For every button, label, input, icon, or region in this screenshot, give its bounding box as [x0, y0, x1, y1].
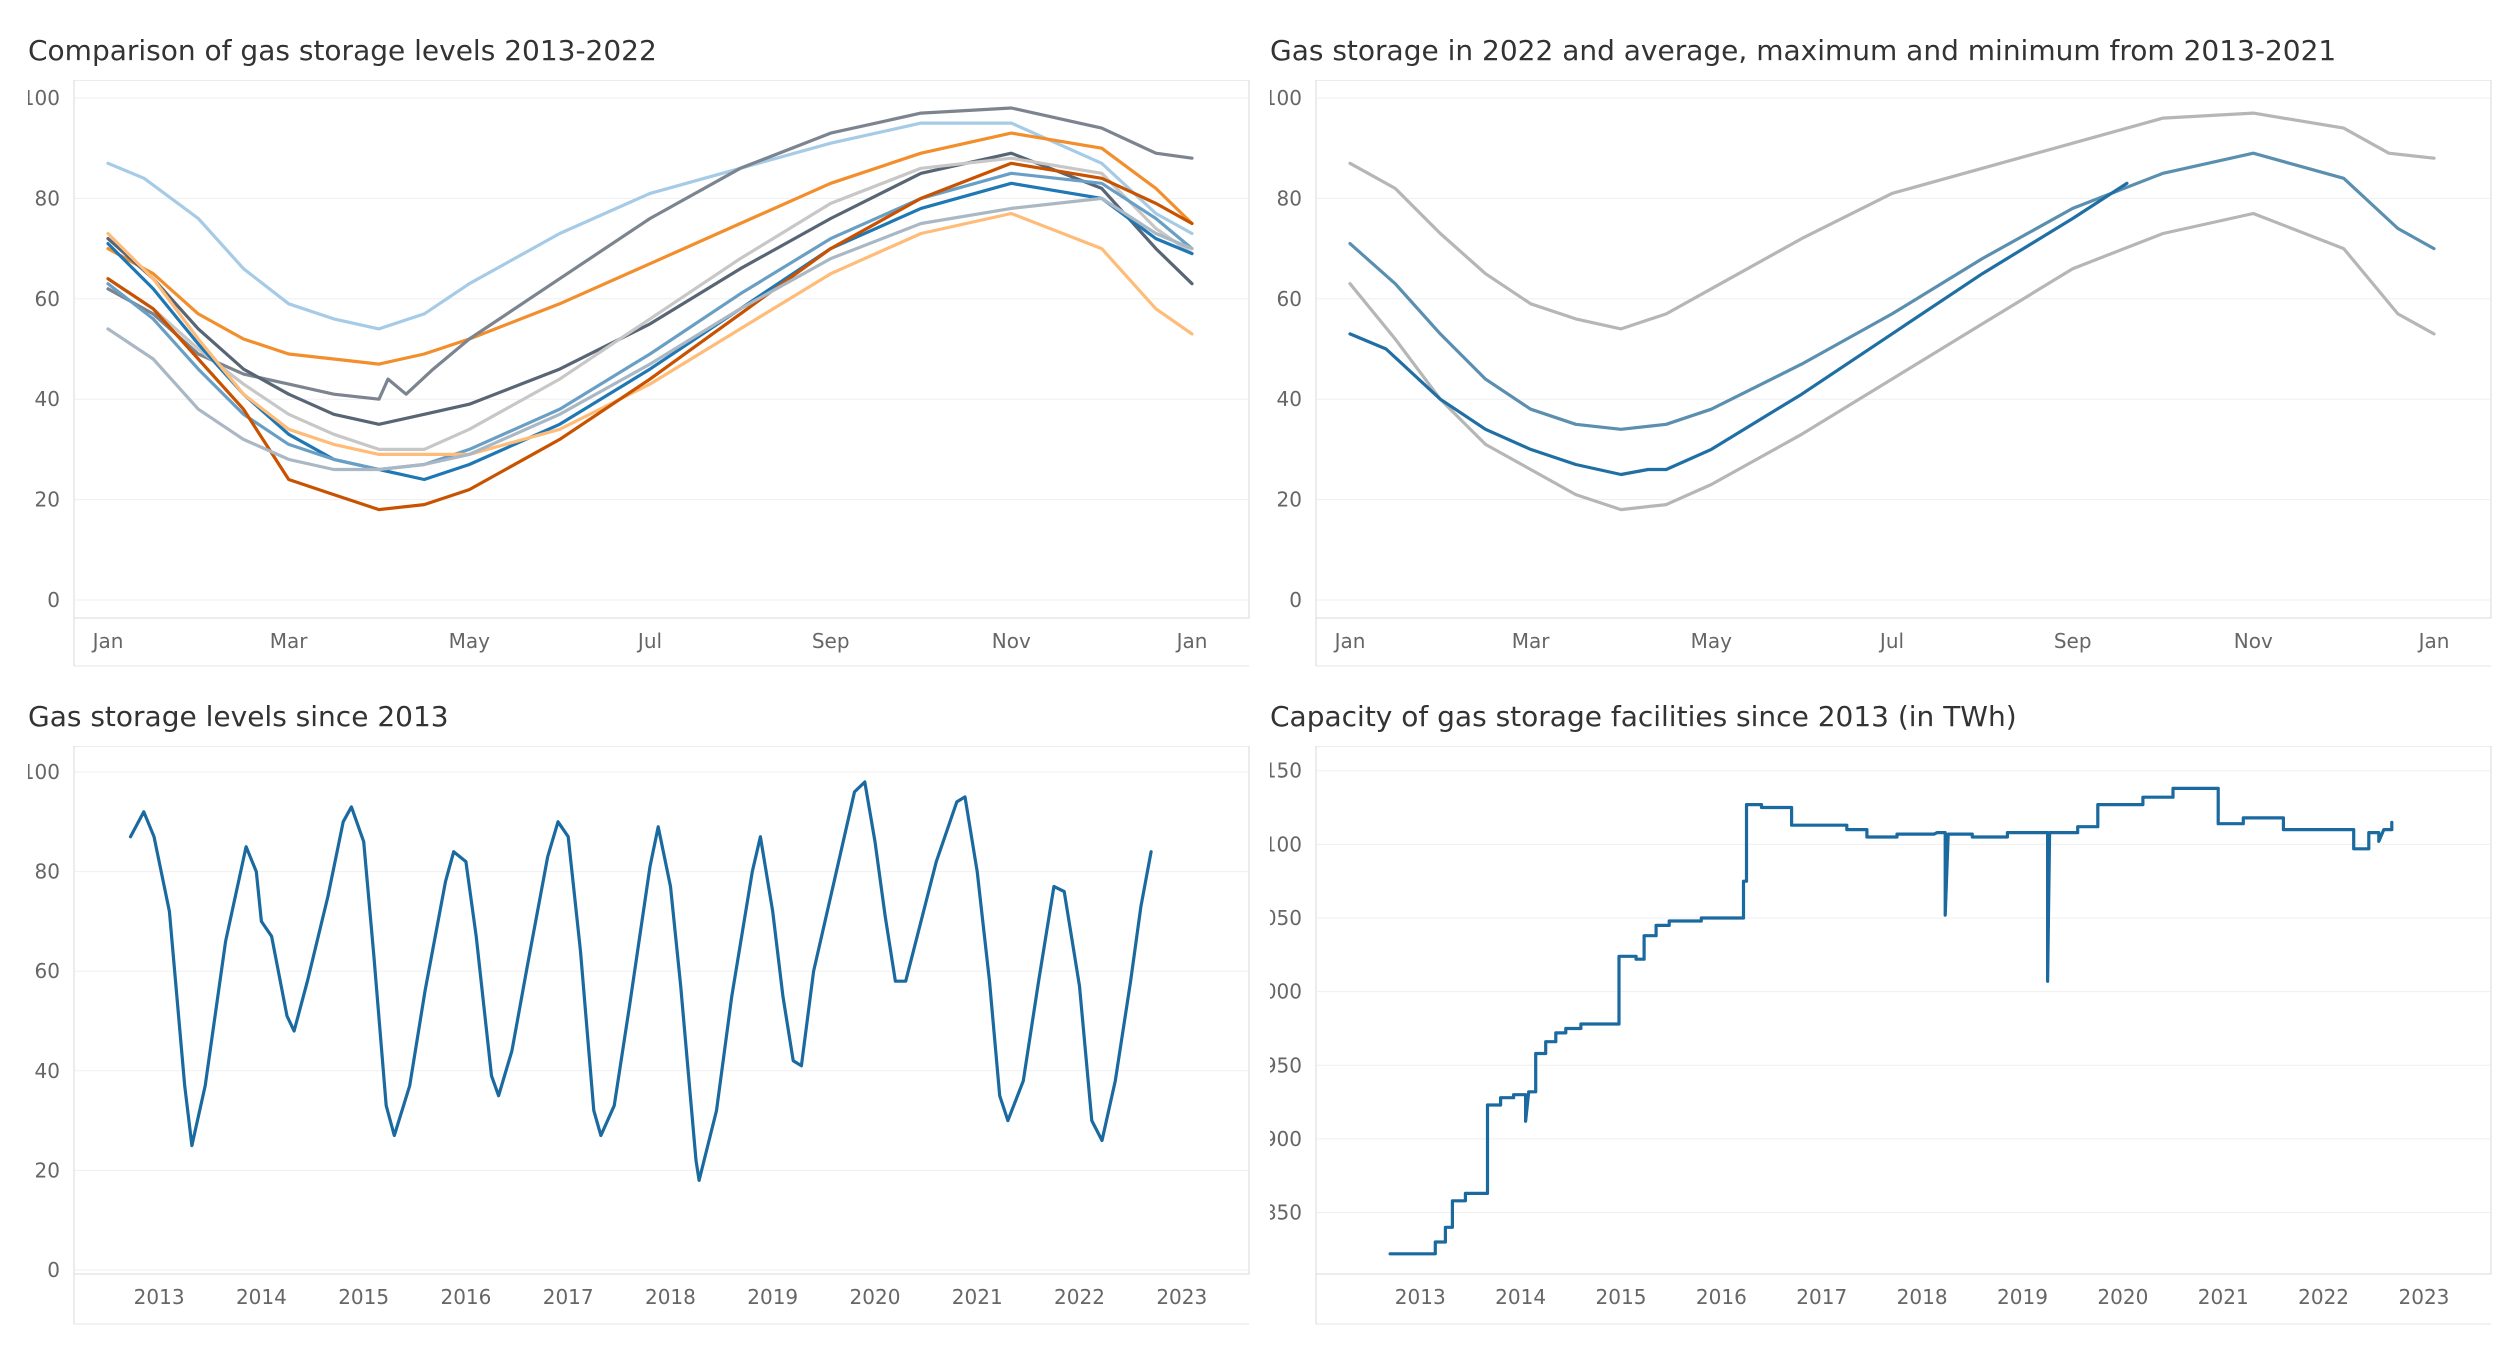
series-line-0 [1348, 111, 2436, 331]
series-line-3 [1348, 181, 2129, 477]
chart-title: Gas storage levels since 2013 [28, 700, 449, 733]
x-tick-label: 2022 [2298, 1285, 2349, 1309]
x-tick-label: 2023 [1156, 1285, 1207, 1309]
y-tick-label: 0 [47, 1258, 60, 1282]
x-tick-label: 2017 [1796, 1285, 1847, 1309]
series-line-0 [106, 121, 1194, 331]
series-line-7 [106, 211, 1194, 456]
y-tick-label: 20 [1277, 488, 1302, 512]
x-tick-label: 2014 [236, 1285, 287, 1309]
chart-panel-2022-vs-range: Gas storage in 2022 and average, maximum… [1270, 34, 2495, 674]
series-line-5 [106, 181, 1194, 482]
y-tick-label: 40 [35, 387, 60, 411]
plot-frame [73, 746, 1250, 1275]
x-tick-label: 2018 [1897, 1285, 1948, 1309]
x-tick-label: 2021 [2198, 1285, 2249, 1309]
x-tick-label: Jan [2417, 629, 2450, 653]
series-line-2 [106, 106, 1194, 401]
y-tick-label: 0 [47, 588, 60, 612]
y-tick-label: 0 [1289, 588, 1302, 612]
x-tick-label: 2019 [1997, 1285, 2048, 1309]
y-tick-label: 100 [28, 86, 60, 110]
x-tick-label: Sep [812, 629, 850, 653]
series-line-1 [1348, 211, 2436, 512]
x-tick-label: Mar [1512, 629, 1551, 653]
x-tick-label: 2020 [850, 1285, 901, 1309]
y-tick-label: 1,150 [1270, 759, 1302, 783]
y-tick-label: 60 [35, 959, 60, 983]
chart-panel-levels-since-2013: Gas storage levels since 2013 0 20 40 60 80 1… [28, 700, 1253, 1360]
series-line-0 [1388, 786, 2394, 1256]
x-tick-label: 2014 [1495, 1285, 1546, 1309]
x-tick-label: 2022 [1054, 1285, 1105, 1309]
x-tick-label: 2013 [1395, 1285, 1446, 1309]
comparison-chart: 0 20 40 60 80 100 Jan Mar May Jul Sep Nov Jan [28, 80, 1250, 667]
series-line-4 [106, 156, 1194, 451]
y-tick-label: 60 [35, 287, 60, 311]
x-tick-label: 2013 [134, 1285, 185, 1309]
x-tick-label: 2023 [2399, 1285, 2450, 1309]
y-tick-label: 40 [35, 1059, 60, 1083]
range-chart: 0 20 40 60 80 100 Jan Mar May Jul Sep Nov Jan [1270, 80, 2492, 667]
x-tick-label: 2017 [543, 1285, 594, 1309]
capacity-chart: 850 900 950 1,000 1,050 1,100 1,150 2013 2014 201… [1270, 746, 2492, 1325]
x-tick-label: 2021 [952, 1285, 1003, 1309]
y-tick-label: 950 [1270, 1053, 1302, 1077]
y-tick-label: 80 [35, 186, 60, 210]
chart-title: Comparison of gas storage levels 2013-20… [28, 34, 657, 67]
x-tick-label: Jan [1175, 629, 1208, 653]
plot-frame [1315, 746, 2492, 1275]
plot-frame [73, 80, 1250, 619]
series-line-2 [1348, 151, 2436, 431]
levels-chart: 0 20 40 60 80 100 2013 2014 2015 2016 2017 2018 2019… [28, 746, 1250, 1325]
y-tick-label: 1,100 [1270, 832, 1302, 856]
x-tick-label: 2018 [645, 1285, 696, 1309]
chart-title: Capacity of gas storage facilities since… [1270, 700, 2017, 733]
x-tick-label: Jan [1333, 629, 1366, 653]
x-tick-label: Mar [270, 629, 309, 653]
x-tick-label: Nov [992, 629, 1031, 653]
x-tick-label: 2015 [338, 1285, 389, 1309]
chart-panel-comparison: Comparison of gas storage levels 2013-20… [28, 34, 1253, 674]
y-tick-label: 20 [35, 488, 60, 512]
chart-panel-capacity: Capacity of gas storage facilities since… [1270, 700, 2495, 1360]
x-tick-label: 2015 [1596, 1285, 1647, 1309]
y-tick-label: 850 [1270, 1201, 1302, 1225]
series-line-6 [106, 171, 1194, 472]
chart-title: Gas storage in 2022 and average, maximum… [1270, 34, 2337, 67]
plot-frame [1315, 80, 2492, 619]
x-tick-label: 2016 [440, 1285, 491, 1309]
x-tick-label: 2019 [747, 1285, 798, 1309]
y-tick-label: 60 [1277, 287, 1302, 311]
x-tick-label: Nov [2234, 629, 2273, 653]
x-tick-label: 2016 [1696, 1285, 1747, 1309]
series-line-8 [106, 161, 1194, 512]
series-line-0 [128, 780, 1153, 1182]
y-tick-label: 20 [35, 1158, 60, 1182]
x-tick-label: 2020 [2097, 1285, 2148, 1309]
series-line-9 [106, 196, 1194, 472]
x-tick-label: Jan [91, 629, 124, 653]
y-tick-label: 900 [1270, 1127, 1302, 1151]
y-tick-label: 40 [1277, 387, 1302, 411]
y-tick-label: 80 [35, 860, 60, 884]
y-tick-label: 1,050 [1270, 906, 1302, 930]
x-tick-label: Sep [2054, 629, 2092, 653]
y-tick-label: 100 [1270, 86, 1302, 110]
series-line-3 [106, 151, 1194, 426]
y-tick-label: 80 [1277, 186, 1302, 210]
x-tick-label: May [1691, 629, 1733, 653]
x-tick-label: Jul [1878, 629, 1904, 653]
x-tick-label: Jul [636, 629, 662, 653]
y-tick-label: 1,000 [1270, 980, 1302, 1004]
series-line-1 [106, 131, 1194, 366]
x-tick-label: May [449, 629, 491, 653]
y-tick-label: 100 [28, 760, 60, 784]
